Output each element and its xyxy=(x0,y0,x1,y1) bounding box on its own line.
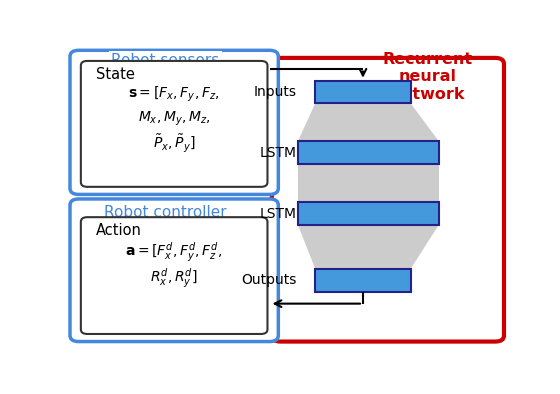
Text: LSTM: LSTM xyxy=(260,206,297,221)
Bar xyxy=(315,269,410,292)
Text: Recurrent
neural
network: Recurrent neural network xyxy=(383,52,473,102)
FancyBboxPatch shape xyxy=(70,50,278,194)
Text: Robot controller: Robot controller xyxy=(104,205,227,220)
FancyBboxPatch shape xyxy=(70,199,278,342)
Bar xyxy=(315,81,410,103)
Text: State: State xyxy=(96,67,135,82)
Polygon shape xyxy=(298,164,439,202)
FancyBboxPatch shape xyxy=(81,217,268,334)
Polygon shape xyxy=(298,225,439,269)
Text: $\mathbf{s} = [F_x, F_y, F_z,$: $\mathbf{s} = [F_x, F_y, F_z,$ xyxy=(128,85,220,104)
Polygon shape xyxy=(298,103,439,141)
Text: $\mathbf{a} = [F_x^d, F_y^d, F_z^d,$: $\mathbf{a} = [F_x^d, F_y^d, F_z^d,$ xyxy=(125,240,223,264)
Bar xyxy=(298,202,439,225)
Text: $\tilde{P}_x, \tilde{P}_y]$: $\tilde{P}_x, \tilde{P}_y]$ xyxy=(153,132,195,154)
Text: $M_x, M_y, M_z,$: $M_x, M_y, M_z,$ xyxy=(138,110,211,128)
FancyBboxPatch shape xyxy=(272,58,504,342)
Text: LSTM: LSTM xyxy=(260,146,297,160)
Text: $h_1$: $h_1$ xyxy=(359,142,378,164)
Text: Robot sensors: Robot sensors xyxy=(111,54,220,69)
FancyBboxPatch shape xyxy=(81,61,268,187)
Bar xyxy=(298,141,439,164)
Text: Inputs: Inputs xyxy=(254,85,297,99)
Text: Outputs: Outputs xyxy=(241,273,297,287)
Text: $h_2$: $h_2$ xyxy=(359,203,378,224)
Text: Action: Action xyxy=(96,223,142,238)
Text: $R_x^d, R_y^d]$: $R_x^d, R_y^d]$ xyxy=(150,266,198,290)
